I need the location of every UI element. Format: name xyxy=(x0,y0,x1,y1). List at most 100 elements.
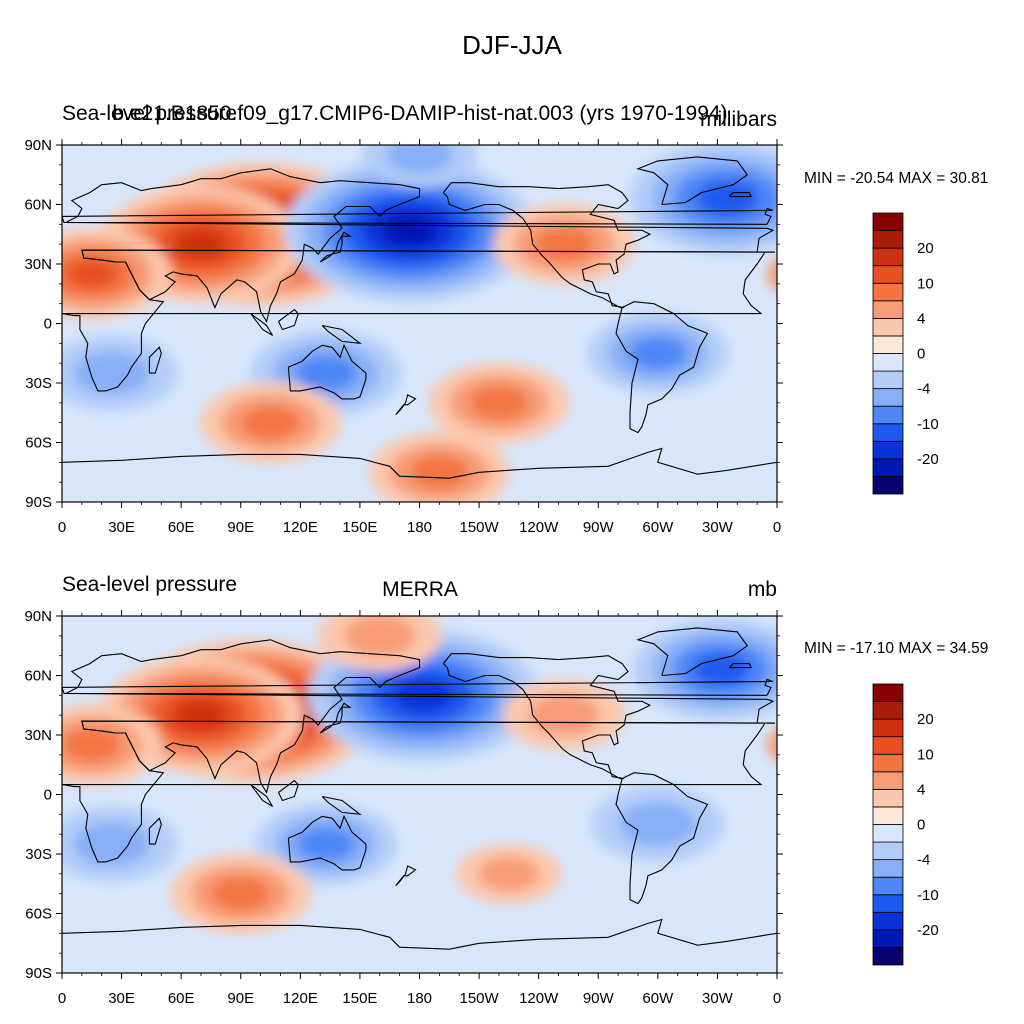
colorbar-swatch xyxy=(872,353,904,372)
coastline xyxy=(62,447,777,479)
coastline xyxy=(287,343,367,400)
contour-aleutian-low xyxy=(382,214,437,246)
colorbar-swatch xyxy=(872,405,904,425)
coastline xyxy=(321,324,362,345)
lon-label: 150E xyxy=(342,519,377,536)
lon-label: 90W xyxy=(583,990,615,1007)
coastline xyxy=(442,182,652,309)
lon-label: 30W xyxy=(702,519,734,536)
slp-field-panel1 xyxy=(62,145,867,502)
lon-label: 180 xyxy=(407,519,432,536)
coastline xyxy=(278,308,299,331)
colorbar-swatch xyxy=(872,771,904,790)
lon-label: 0 xyxy=(58,519,66,536)
coastline xyxy=(442,653,652,780)
lon-label: 0 xyxy=(58,990,66,1007)
colorbar-label: 20 xyxy=(917,711,934,728)
contour-south-america-low xyxy=(619,802,697,847)
lat-label: 60N xyxy=(24,668,52,685)
coastline xyxy=(287,814,367,871)
panel1-minmax: MIN = -20.54 MAX = 30.81 xyxy=(804,170,989,187)
coastline xyxy=(62,249,776,392)
colorbar-swatch xyxy=(872,212,904,231)
contour-south-africa-low xyxy=(72,350,151,396)
colorbar-label: -4 xyxy=(917,381,930,398)
contour-arctic-high xyxy=(343,616,416,657)
slp-field-panel2 xyxy=(62,616,777,973)
contour-wrap-sahara-high xyxy=(766,257,777,290)
contour-australia-low xyxy=(296,827,356,861)
lat-label: 30S xyxy=(25,375,52,392)
lon-label: 90W xyxy=(583,519,615,536)
contour-south-pacific-high xyxy=(469,386,529,420)
lat-label: 30N xyxy=(24,256,52,273)
colorbar-swatch xyxy=(872,701,904,720)
lat-label: 60S xyxy=(25,435,52,452)
coastline xyxy=(62,678,774,696)
colorbar-label: 0 xyxy=(917,346,925,363)
colorbar-swatch xyxy=(872,423,904,442)
contour-indian-ocean-south-high xyxy=(241,405,300,440)
lat-label: 90S xyxy=(25,494,52,511)
contour-south-africa-low xyxy=(72,821,151,867)
lon-label: 90E xyxy=(227,519,254,536)
colorbar-swatch xyxy=(872,947,904,966)
continent-outlines xyxy=(62,156,777,479)
colorbar-swatch xyxy=(872,370,904,390)
coastline xyxy=(728,663,753,669)
contour-aleutian-low xyxy=(393,678,454,713)
coastline xyxy=(62,720,776,863)
lat-label: 90N xyxy=(24,137,52,154)
coastline xyxy=(395,394,417,416)
colorbar-swatch xyxy=(872,929,904,948)
contour-north-america-high xyxy=(528,694,601,736)
contour-south-america-low xyxy=(628,336,688,370)
lat-label: 30N xyxy=(24,727,52,744)
main-title: DJF-JJA xyxy=(462,30,562,60)
contour-south-pacific-high xyxy=(478,856,540,892)
coastline xyxy=(728,192,753,198)
lon-label: 60E xyxy=(168,990,195,1007)
colorbar-swatch xyxy=(872,300,904,319)
colorbar-label: -10 xyxy=(917,887,939,904)
coastline xyxy=(62,207,774,225)
lat-label: 30S xyxy=(25,846,52,863)
colorbar-swatch xyxy=(872,440,904,460)
contour-asia-broad-high xyxy=(174,700,228,731)
coastline xyxy=(278,779,299,802)
contour-wrap-south-africa-low xyxy=(787,349,867,397)
colorbar-label: 20 xyxy=(917,240,934,257)
lon-label: 180 xyxy=(407,990,432,1007)
lat-label: 60S xyxy=(25,906,52,923)
lon-label: 120E xyxy=(283,519,318,536)
lon-label: 120E xyxy=(283,990,318,1007)
panel1-left-title: Sea-level pressure xyxy=(62,102,238,125)
colorbar-swatch xyxy=(872,335,904,354)
lat-label: 0 xyxy=(44,316,52,333)
colorbar-swatch xyxy=(872,894,904,913)
colorbar-swatch xyxy=(872,230,904,249)
coastline xyxy=(636,156,748,206)
contour-antarctic-high xyxy=(410,455,469,489)
colorbar-label: -20 xyxy=(917,922,939,939)
lat-label: 60N xyxy=(24,197,52,214)
lon-label: 150E xyxy=(342,990,377,1007)
panel1-center-title: b.e21.B1850.f09_g17.CMIP6-DAMIP-hist-nat… xyxy=(112,102,728,125)
colorbar-swatch xyxy=(872,317,904,337)
colorbar-swatch xyxy=(872,753,904,773)
colorbar-swatch xyxy=(872,282,904,302)
contour-asia-broad-high xyxy=(174,229,228,260)
coastline xyxy=(615,301,709,434)
panel2-center-title: MERRA xyxy=(382,578,458,601)
colorbar-swatch xyxy=(872,718,904,738)
coastline xyxy=(321,795,362,816)
colorbar-swatch xyxy=(872,247,904,267)
panel2-minmax: MIN = -17.10 MAX = 34.59 xyxy=(804,640,989,657)
colorbar-label: 10 xyxy=(917,746,934,763)
lon-label: 0 xyxy=(773,990,781,1007)
colorbar-label: -10 xyxy=(917,416,939,433)
colorbar-swatch xyxy=(872,736,904,755)
lon-label: 30E xyxy=(108,990,135,1007)
coastline xyxy=(319,231,352,263)
